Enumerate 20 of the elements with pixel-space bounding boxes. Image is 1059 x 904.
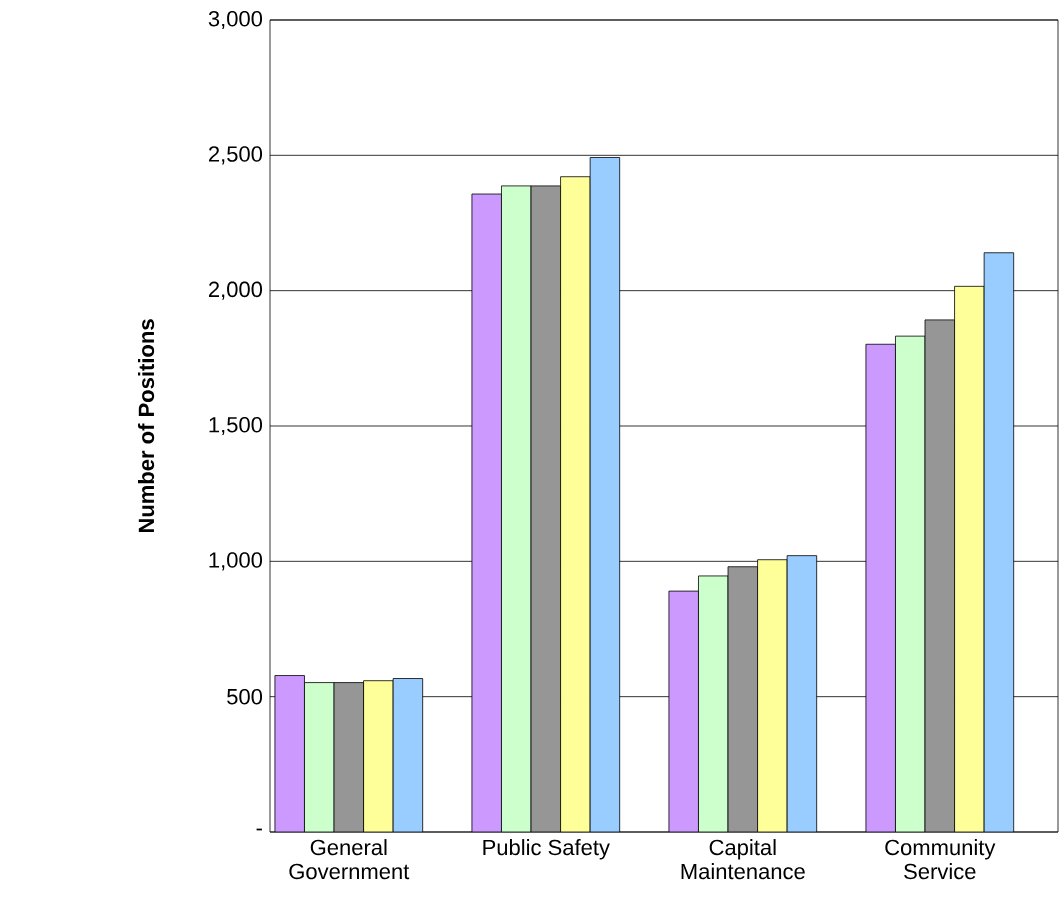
y-tick-label: - [256,828,262,831]
bar [983,252,1015,832]
y-tick-label: 500 [227,688,263,705]
bar [560,176,591,832]
bar [363,680,394,832]
y-tick-label: 1,000 [209,552,263,571]
y-axis-title: Number of Positions [138,319,155,533]
bar [954,285,985,832]
x-tick-label: Public Safety [483,839,610,860]
y-tick-label: 2,500 [208,146,263,165]
bar [589,157,621,832]
y-tick-label: 3,000 [208,10,263,30]
bar [757,559,788,832]
bar [392,678,424,832]
bar [786,555,818,832]
y-tick-label: 1,500 [209,416,263,436]
x-tick-label: General Government [289,839,410,880]
y-tick-label: 2,000 [208,281,263,300]
x-tick-label: Community Service [885,839,996,880]
x-tick-label: Capital Maintenance [681,839,805,880]
